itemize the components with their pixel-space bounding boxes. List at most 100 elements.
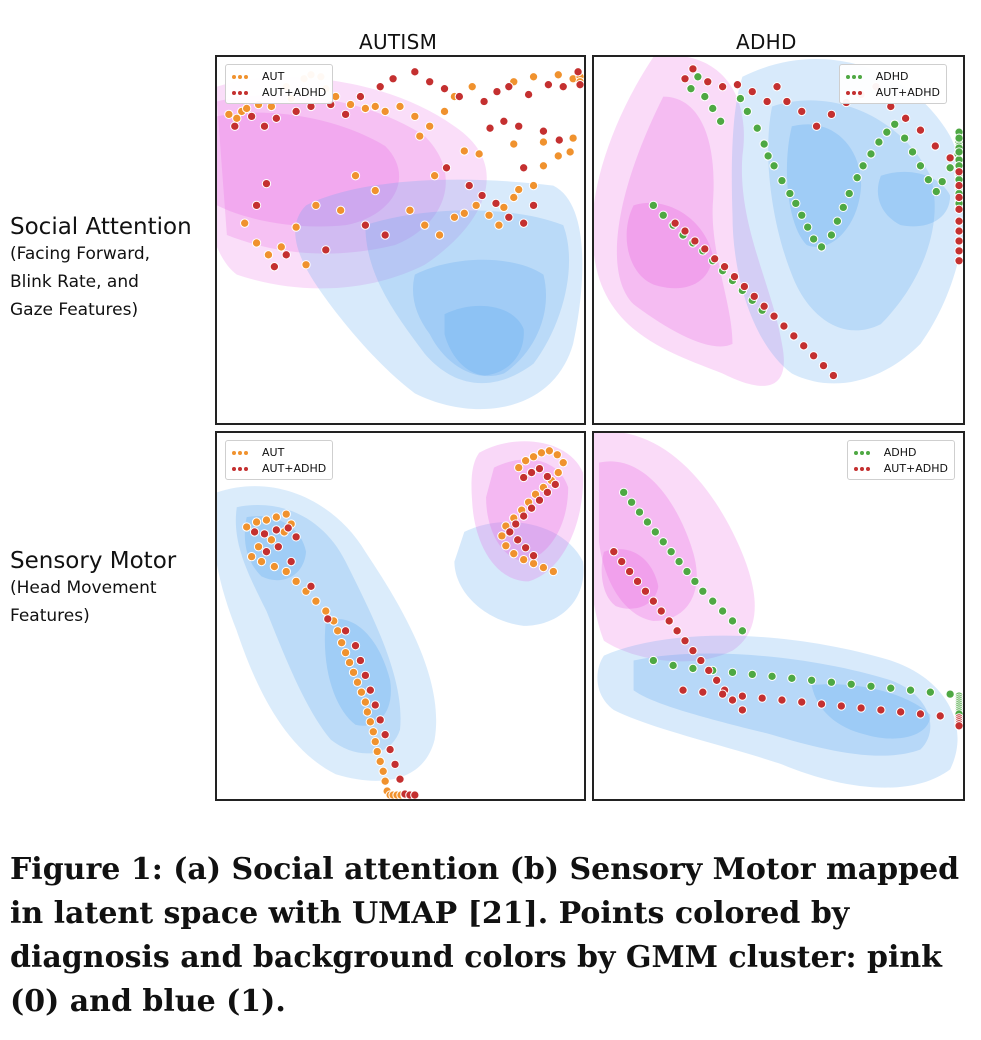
data-point-aut <box>528 452 539 462</box>
data-point-adhd <box>690 576 700 587</box>
data-point-aut <box>311 596 321 606</box>
data-point-aut-adhd <box>340 626 351 636</box>
data-point-adhd <box>945 689 955 699</box>
data-point-aut-adhd <box>380 730 390 740</box>
data-point-aut-adhd <box>624 566 635 577</box>
data-point-aut-adhd <box>439 84 450 94</box>
data-point-aut-adhd <box>538 126 549 136</box>
data-point-aut <box>538 161 549 171</box>
data-point-adhd <box>826 677 837 687</box>
umap-plot <box>594 57 963 386</box>
data-point-aut-adhd <box>762 96 772 107</box>
legend-label: AUT+ADHD <box>262 85 327 99</box>
data-point-aut-adhd <box>672 626 682 636</box>
data-point-aut <box>415 131 425 141</box>
data-point-aut-adhd <box>259 121 270 131</box>
data-point-aut-adhd <box>954 236 963 246</box>
data-point-adhd <box>735 93 746 104</box>
row-subtitle-line: Features) <box>10 606 90 626</box>
data-point-aut-adhd <box>739 281 750 292</box>
data-point-aut <box>242 103 252 114</box>
data-point-adhd <box>787 673 797 683</box>
data-point-aut-adhd <box>797 106 807 117</box>
data-point-adhd <box>693 72 703 82</box>
legend-label: AUT+ADHD <box>875 85 940 99</box>
data-point-aut-adhd <box>609 547 619 557</box>
data-point-adhd <box>803 222 813 232</box>
data-point-aut-adhd <box>747 86 757 97</box>
data-point-aut-adhd <box>395 774 405 784</box>
data-point-aut-adhd <box>732 80 743 90</box>
data-point-adhd <box>937 176 947 187</box>
data-point-aut-adhd <box>648 596 659 606</box>
data-point-aut-adhd <box>954 256 963 266</box>
data-point-aut-adhd <box>737 705 748 715</box>
data-point-aut-adhd <box>246 111 257 122</box>
data-point-aut <box>520 456 531 466</box>
legend-marker-aut-adhd <box>232 86 254 99</box>
data-point-aut <box>429 171 440 181</box>
data-point-aut-adhd <box>479 96 489 107</box>
data-point-aut-adhd <box>519 218 529 228</box>
data-point-aut <box>360 103 371 114</box>
data-point-aut <box>365 717 375 727</box>
data-point-aut-adhd <box>261 178 272 189</box>
data-point-aut-adhd <box>355 91 366 102</box>
panel-social-attention-adhd: ADHD AUT+ADHD <box>592 55 965 425</box>
data-point-adhd <box>905 685 916 695</box>
row-subtitle-line: Gaze Features) <box>10 300 139 320</box>
data-point-aut-adhd <box>575 80 584 90</box>
data-point-aut-adhd <box>499 116 509 126</box>
data-point-aut <box>269 561 280 572</box>
data-point-aut-adhd <box>818 360 829 371</box>
data-point-adhd <box>666 547 676 557</box>
data-point-aut-adhd <box>523 89 534 100</box>
column-title-adhd: ADHD <box>736 30 797 54</box>
data-point-aut <box>301 260 311 270</box>
data-point-adhd <box>700 91 710 102</box>
data-point-adhd <box>682 566 692 577</box>
data-point-aut-adhd <box>355 655 366 666</box>
data-point-aut <box>256 556 267 567</box>
legend: ADHD AUT+ADHD <box>838 64 947 104</box>
data-point-aut <box>344 657 355 668</box>
data-point-aut <box>380 106 390 117</box>
data-point-aut-adhd <box>954 167 963 177</box>
data-point-aut-adhd <box>808 351 819 361</box>
data-point-aut-adhd <box>954 204 963 214</box>
data-point-adhd <box>727 616 738 626</box>
data-point-aut-adhd <box>757 693 767 703</box>
data-point-aut <box>536 448 547 458</box>
data-point-aut-adhd <box>261 547 272 557</box>
data-point-aut <box>378 766 388 776</box>
data-point-aut-adhd <box>729 271 740 282</box>
data-point-aut-adhd <box>727 695 738 705</box>
data-point-adhd <box>844 188 854 199</box>
data-point-adhd <box>634 507 645 517</box>
data-point-aut-adhd <box>281 250 291 260</box>
data-point-aut-adhd <box>286 556 296 567</box>
data-point-aut-adhd <box>696 655 706 666</box>
data-point-aut <box>519 554 529 565</box>
data-point-aut-adhd <box>664 616 674 626</box>
data-point-aut-adhd <box>698 687 708 697</box>
data-point-aut-adhd <box>769 311 779 321</box>
row-subtitle-line: Blink Rate, and <box>10 272 139 292</box>
data-point-aut <box>350 171 361 181</box>
legend-marker-adhd <box>845 70 868 83</box>
data-point-aut <box>528 558 539 569</box>
data-point-aut <box>246 551 257 562</box>
data-point-aut-adhd <box>703 77 713 87</box>
legend-item-aut-adhd: AUT+ADHD <box>232 84 326 100</box>
data-point-aut-adhd <box>504 212 514 222</box>
data-point-aut-adhd <box>273 542 283 552</box>
data-point-aut-adhd <box>828 370 839 381</box>
data-point-aut-adhd <box>688 645 698 656</box>
data-point-adhd <box>715 116 726 126</box>
data-point-aut <box>340 647 351 658</box>
legend-item-aut-adhd: AUT+ADHD <box>853 460 948 476</box>
data-point-aut <box>336 205 346 215</box>
data-point-aut-adhd <box>271 113 282 123</box>
data-point-aut <box>449 212 460 222</box>
data-point-aut-adhd <box>777 695 787 705</box>
